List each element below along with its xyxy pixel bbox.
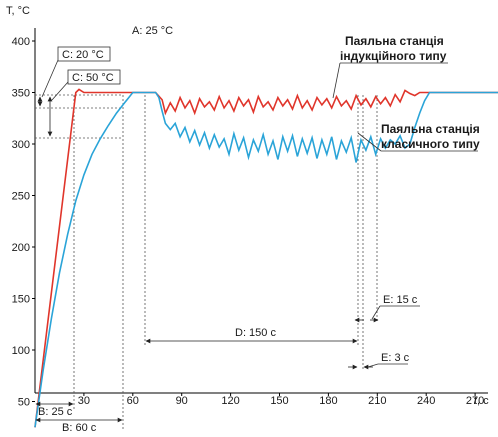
x-axis-title: t, с bbox=[474, 395, 489, 407]
legend-induction-line2: індукційного типу bbox=[340, 49, 447, 63]
legend-induction-line1: Паяльна станція bbox=[345, 34, 444, 48]
annotation-c20-box bbox=[57, 46, 111, 62]
y-tick-label: 150 bbox=[12, 294, 30, 306]
y-tick-label: 50 bbox=[18, 397, 30, 409]
x-tick-label: 30 bbox=[78, 395, 90, 407]
annotation-c50-leader bbox=[51, 81, 69, 101]
annotation-d: D: 150 с bbox=[235, 327, 276, 339]
y-tick-label: 200 bbox=[12, 242, 30, 254]
y-axis-title: T, °C bbox=[6, 5, 30, 17]
series-classic-line bbox=[34, 91, 498, 428]
series-induction-line bbox=[34, 88, 498, 428]
legend-classic-line2: класичного типу bbox=[381, 137, 480, 151]
annotation-e3-leader bbox=[367, 363, 379, 368]
legend-classic-leader bbox=[357, 132, 382, 152]
annotation-a: A: 25 °C bbox=[132, 25, 173, 37]
y-tick-label: 400 bbox=[12, 36, 30, 48]
x-tick-label: 120 bbox=[221, 395, 239, 407]
guide-lines bbox=[35, 94, 378, 430]
annotation-c50: C: 50 °C bbox=[72, 72, 114, 84]
annotation-c20-leader bbox=[41, 59, 59, 98]
x-tick-label: 90 bbox=[176, 395, 188, 407]
y-tick-label: 300 bbox=[12, 139, 30, 151]
x-tick-label: 210 bbox=[368, 395, 386, 407]
legend-classic: Паяльна станція класичного типу bbox=[357, 122, 480, 152]
x-tick-label: 180 bbox=[319, 395, 337, 407]
annotation-b: B: 25 с bbox=[38, 406, 73, 418]
annotation-b60: B: 60 с bbox=[62, 422, 97, 434]
x-tick-label: 150 bbox=[270, 395, 288, 407]
y-tick-label: 350 bbox=[12, 88, 30, 100]
y-tick-labels: 50 100 150 200 250 300 350 400 bbox=[12, 36, 35, 409]
x-tick-label: 60 bbox=[127, 395, 139, 407]
legend-induction: Паяльна станція індукційного типу bbox=[332, 34, 448, 99]
annotation-c50-box bbox=[67, 69, 121, 85]
x-tick-labels: 306090120150180210240270300 bbox=[78, 393, 484, 407]
annotation-e15: E: 15 с bbox=[383, 294, 418, 306]
x-tick-label: 270 bbox=[466, 395, 484, 407]
annotation-c20: C: 20 °C bbox=[62, 49, 104, 61]
legend-induction-leader bbox=[332, 62, 341, 99]
annotation-e15-leader bbox=[371, 305, 381, 320]
annotation-e3: E: 3 с bbox=[381, 352, 410, 364]
y-tick-label: 250 bbox=[12, 191, 30, 203]
x-tick-label: 240 bbox=[417, 395, 435, 407]
y-tick-label: 100 bbox=[12, 345, 30, 357]
legend-classic-line1: Паяльна станція bbox=[381, 122, 480, 136]
